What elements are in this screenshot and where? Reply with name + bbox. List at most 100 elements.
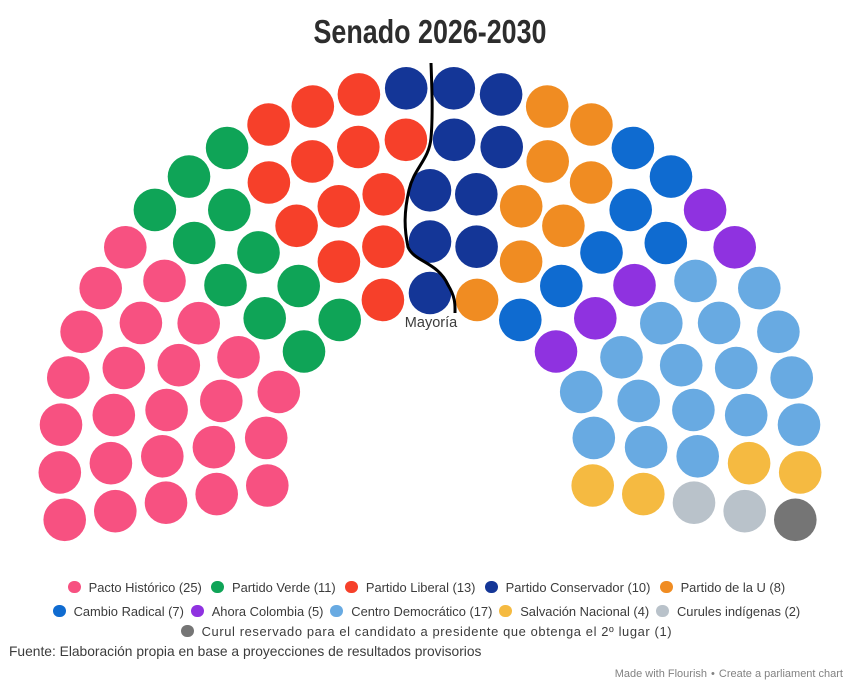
legend-item[interactable]: Cambio Radical (7) [52, 604, 184, 619]
seat[interactable] [611, 126, 655, 170]
seat[interactable] [697, 301, 741, 345]
seat[interactable] [480, 125, 523, 169]
seat[interactable] [455, 225, 498, 268]
seat[interactable] [778, 451, 822, 494]
seat[interactable] [217, 336, 260, 379]
seat[interactable] [337, 73, 381, 116]
seat[interactable] [102, 346, 146, 390]
seat[interactable] [499, 298, 542, 342]
seat[interactable] [432, 67, 476, 110]
seat[interactable] [572, 416, 616, 460]
seat[interactable] [738, 266, 781, 310]
legend-item[interactable]: Centro Democrático (17) [330, 604, 492, 619]
seat[interactable] [144, 481, 188, 524]
legend-item[interactable]: Partido Liberal (13) [345, 580, 475, 595]
seat[interactable] [569, 161, 613, 204]
seat[interactable] [542, 204, 585, 248]
seat[interactable] [89, 441, 133, 485]
seat[interactable] [570, 103, 613, 146]
seat[interactable] [644, 221, 688, 265]
seat[interactable] [617, 379, 660, 423]
legend-item[interactable]: Partido de la U (8) [659, 580, 785, 595]
seat[interactable] [38, 451, 82, 494]
legend-item[interactable]: Ahora Colombia (5) [190, 604, 323, 619]
seat[interactable] [245, 464, 289, 507]
seat[interactable] [362, 173, 406, 216]
seat[interactable] [609, 188, 652, 232]
seat[interactable] [291, 140, 334, 183]
seat[interactable] [672, 481, 716, 524]
seat[interactable] [47, 356, 90, 399]
seat[interactable] [204, 263, 247, 307]
seat[interactable] [60, 310, 103, 354]
legend-item[interactable]: Curules indígenas (2) [656, 604, 800, 619]
seat[interactable] [571, 464, 614, 507]
seat[interactable] [672, 388, 715, 432]
seat[interactable] [104, 226, 147, 269]
seat[interactable] [455, 173, 498, 216]
seat[interactable] [580, 231, 623, 274]
seat[interactable] [92, 393, 136, 437]
seat[interactable] [676, 435, 719, 478]
seat[interactable] [317, 185, 361, 228]
seat[interactable] [205, 126, 249, 170]
seat[interactable] [192, 425, 236, 469]
seat[interactable] [195, 472, 238, 516]
seat[interactable] [408, 220, 452, 263]
seat[interactable] [540, 264, 583, 308]
seat[interactable] [723, 489, 766, 533]
seat[interactable] [640, 301, 683, 345]
seat[interactable] [94, 489, 137, 533]
seat[interactable] [499, 185, 543, 228]
seat[interactable] [208, 188, 251, 232]
seat[interactable] [244, 416, 288, 460]
seat[interactable] [613, 263, 656, 307]
seat[interactable] [649, 155, 693, 198]
seat[interactable] [408, 271, 452, 315]
seat[interactable] [167, 155, 211, 198]
seat[interactable] [534, 330, 578, 373]
seat[interactable] [257, 370, 301, 414]
seat[interactable] [317, 240, 361, 283]
seat[interactable] [624, 425, 668, 469]
seat[interactable] [683, 188, 727, 232]
seat[interactable] [479, 73, 523, 116]
seat[interactable] [713, 226, 756, 269]
seat[interactable] [770, 356, 813, 399]
seat[interactable] [282, 330, 326, 373]
seat[interactable] [574, 297, 617, 340]
seat[interactable] [622, 472, 665, 516]
seat[interactable] [277, 264, 321, 308]
seat[interactable] [774, 498, 817, 542]
seat[interactable] [384, 67, 428, 110]
seat[interactable] [157, 343, 201, 387]
seat[interactable] [133, 188, 177, 232]
legend-item[interactable]: Salvación Nacional (4) [499, 604, 649, 619]
create-parliament-chart-link[interactable]: Create a parliament chart [718, 668, 843, 680]
seat[interactable] [499, 240, 543, 283]
seat[interactable] [200, 379, 243, 423]
made-with-flourish-link[interactable]: Made with Flourish [614, 668, 708, 680]
seat[interactable] [237, 231, 280, 274]
seat[interactable] [172, 221, 216, 265]
seat[interactable] [714, 346, 758, 390]
seat[interactable] [455, 278, 499, 322]
seat[interactable] [384, 118, 428, 162]
seat[interactable] [674, 259, 717, 303]
seat[interactable] [275, 204, 318, 248]
legend-item[interactable]: Pacto Histórico (25) [67, 580, 202, 595]
seat[interactable] [777, 403, 821, 447]
seat[interactable] [143, 259, 186, 303]
seat[interactable] [724, 393, 768, 437]
seat[interactable] [659, 343, 703, 387]
seat[interactable] [337, 125, 380, 169]
seat[interactable] [243, 297, 286, 340]
seat[interactable] [757, 310, 800, 354]
seat[interactable] [247, 103, 290, 146]
seat[interactable] [79, 266, 122, 310]
seat[interactable] [525, 85, 569, 128]
seat[interactable] [362, 225, 405, 268]
seat[interactable] [39, 403, 83, 447]
seat[interactable] [141, 435, 184, 478]
seat[interactable] [600, 336, 643, 379]
